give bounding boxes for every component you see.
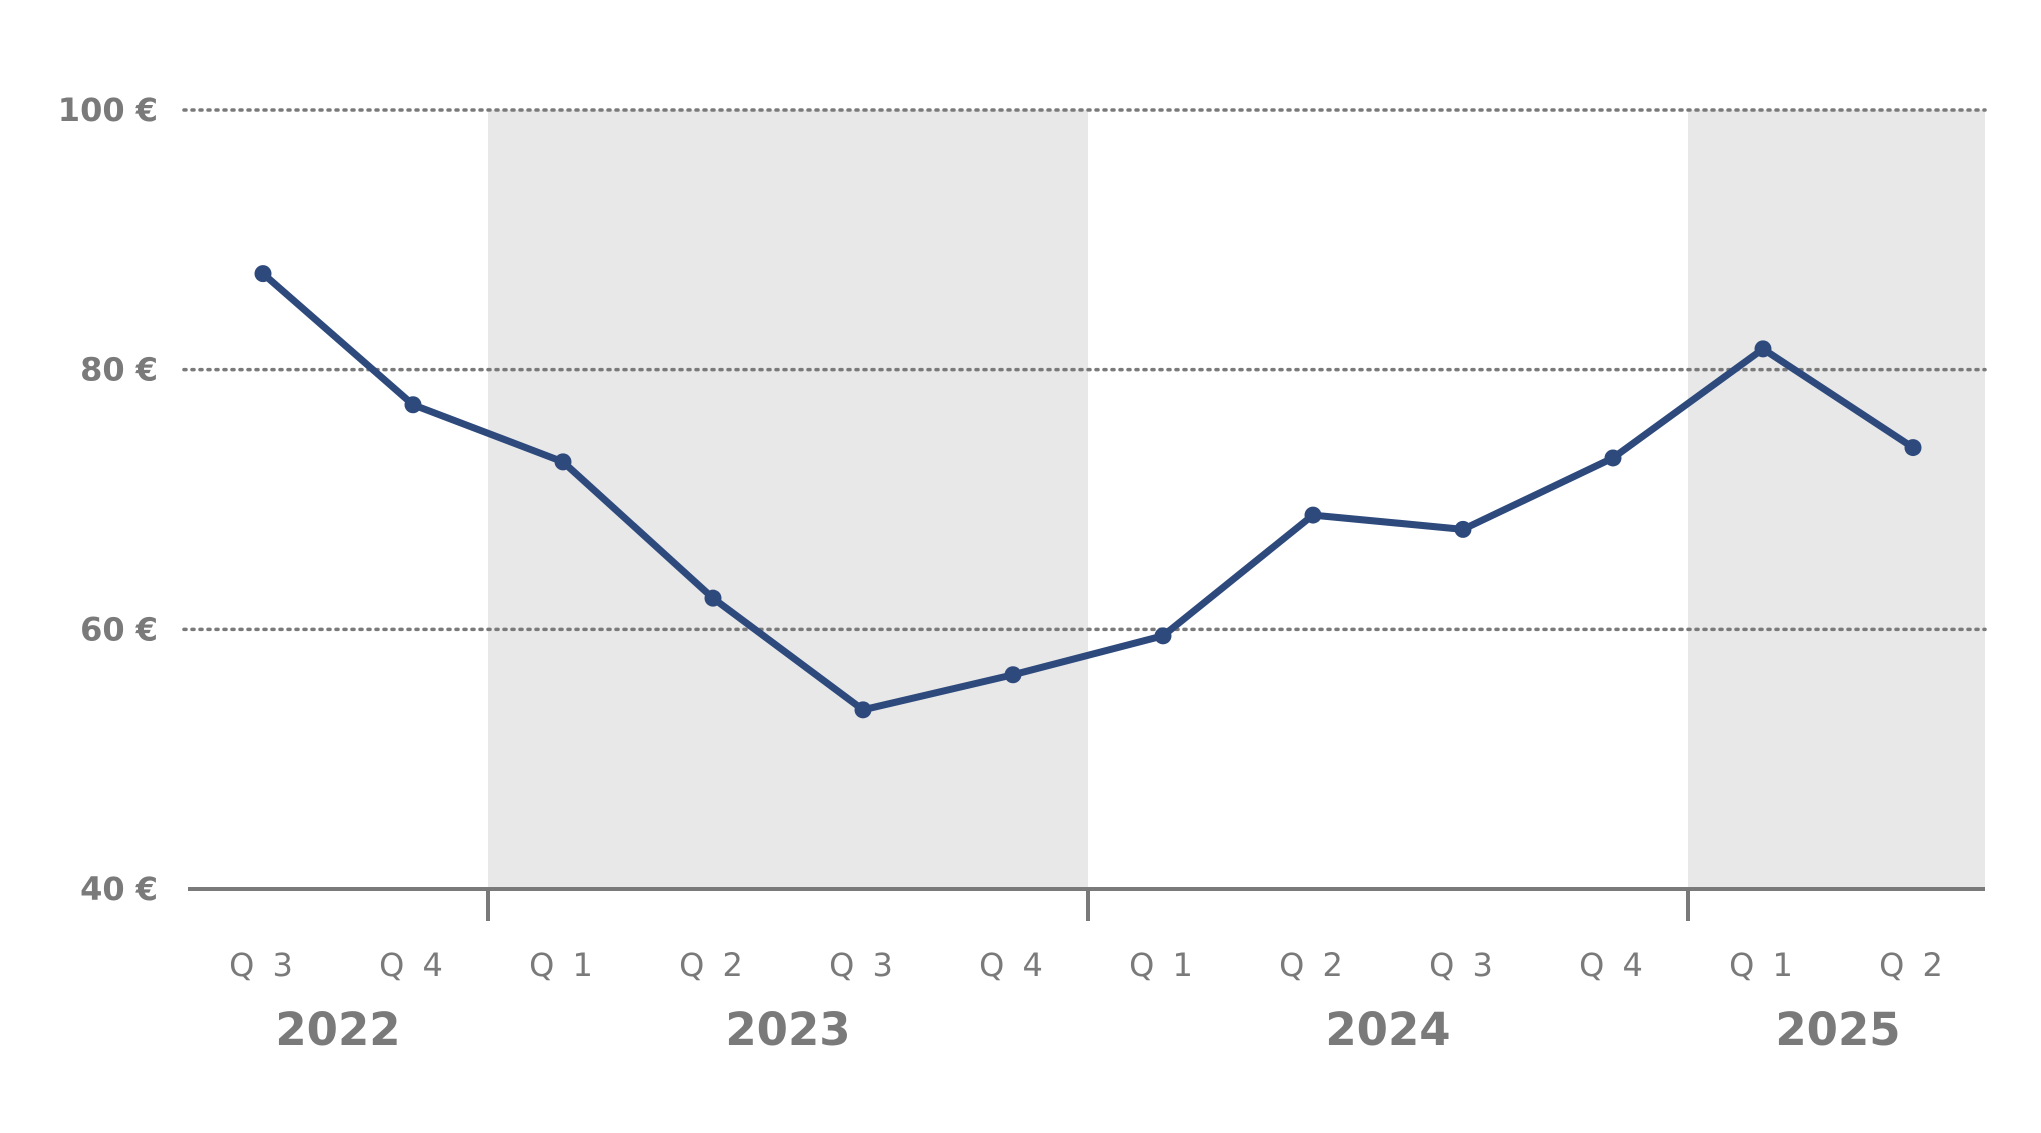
series-group	[254, 265, 1922, 719]
x-tick-label: Q 3	[829, 946, 897, 984]
data-point	[1904, 439, 1922, 457]
y-tick-label: 60 €	[80, 610, 158, 648]
data-point	[1004, 666, 1022, 684]
x-tick-label: Q 4	[1579, 946, 1647, 984]
data-point	[554, 453, 572, 471]
x-tick-label: Q 4	[979, 946, 1047, 984]
x-tick-label: Q 1	[529, 946, 597, 984]
x-axis-group	[188, 887, 1985, 921]
y-tick-label: 80 €	[80, 351, 158, 389]
x-tick-label: Q 2	[679, 946, 747, 984]
data-point	[1304, 506, 1322, 524]
x-tick-label: Q 3	[1429, 946, 1497, 984]
x-tick-label: Q 1	[1129, 946, 1197, 984]
year-label: 2024	[1325, 1003, 1450, 1056]
year-shading-group	[488, 110, 1985, 889]
data-point	[1154, 627, 1172, 645]
year-labels-group: 2022 2023 2024 2025	[275, 1003, 1900, 1056]
x-tick-label: Q 2	[1879, 946, 1947, 984]
year-shade-2025	[1688, 110, 1985, 889]
year-label: 2025	[1775, 1003, 1900, 1056]
data-point	[704, 589, 722, 607]
year-label: 2023	[725, 1003, 850, 1056]
year-label: 2022	[275, 1003, 400, 1056]
series-line	[259, 270, 1917, 714]
data-point	[1754, 340, 1772, 358]
data-point	[1454, 520, 1472, 538]
y-tick-label: 100 €	[58, 91, 158, 129]
year-shade-2023	[488, 110, 1088, 889]
data-point	[404, 396, 422, 414]
x-tick-label: Q 2	[1279, 946, 1347, 984]
y-tick-label: 40 €	[80, 870, 158, 908]
data-point	[854, 701, 872, 719]
data-point	[1604, 449, 1622, 467]
y-tick-labels-group: 40 € 60 € 80 € 100 €	[58, 91, 158, 908]
x-tick-label: Q 4	[379, 946, 447, 984]
data-point	[254, 265, 272, 283]
x-tick-label: Q 3	[229, 946, 297, 984]
x-tick-label: Q 1	[1729, 946, 1797, 984]
x-tick-labels-group: Q 3 Q 4 Q 1 Q 2 Q 3 Q 4 Q 1 Q 2 Q 3 Q 4 Q 1 Q 2	[229, 946, 1947, 984]
